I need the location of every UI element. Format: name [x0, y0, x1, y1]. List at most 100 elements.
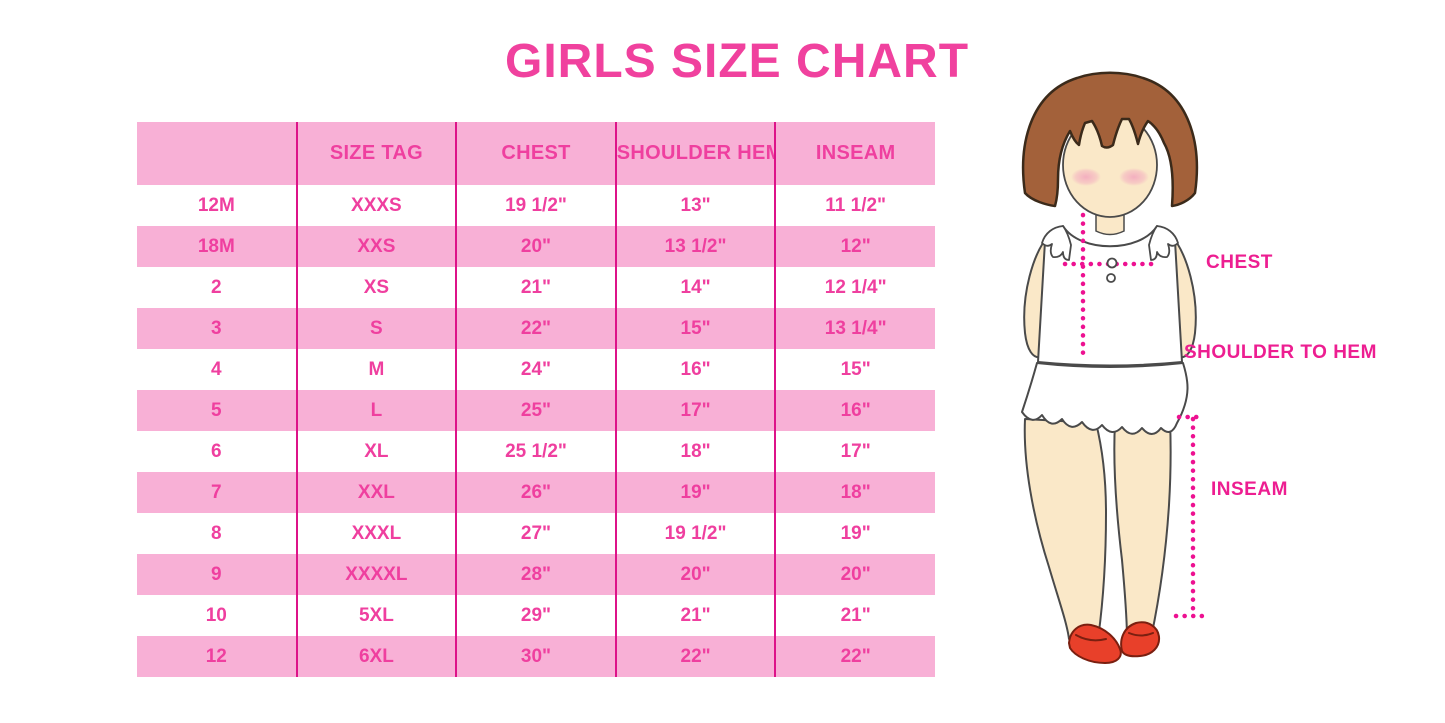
size-cell: 18M	[137, 226, 297, 267]
inseam-label: INSEAM	[1211, 479, 1288, 500]
size-cell: 3	[137, 308, 297, 349]
size-cell: 6XL	[295, 636, 457, 677]
table-row: 3 S 22" 15" 13 1/4"	[137, 308, 935, 349]
table-row: 12 6XL 30" 22" 22"	[137, 636, 935, 677]
size-cell: 16"	[614, 349, 776, 390]
table-row: 9 XXXXL 28" 20" 20"	[137, 554, 935, 595]
size-cell: 7	[137, 472, 297, 513]
table-row: 10 5XL 29" 21" 21"	[137, 595, 935, 636]
header-cell-inseam: INSEAM	[774, 122, 935, 185]
size-cell: 26"	[455, 472, 616, 513]
size-cell: 21"	[455, 267, 616, 308]
measurement-figure: CHEST SHOULDER TO HEM INSEAM	[985, 55, 1445, 723]
top-button	[1106, 257, 1118, 269]
size-cell: 25"	[455, 390, 616, 431]
size-cell: 6	[137, 431, 297, 472]
size-cell: 24"	[455, 349, 616, 390]
table-row: 12M XXXS 19 1/2" 13" 11 1/2"	[137, 185, 935, 226]
size-cell: 18"	[614, 431, 776, 472]
size-cell: 19"	[774, 513, 935, 554]
size-cell: 12"	[774, 226, 935, 267]
size-cell: 20"	[455, 226, 616, 267]
size-cell: 28"	[455, 554, 616, 595]
table-row: 4 M 24" 16" 15"	[137, 349, 935, 390]
left-shoe-strap	[1075, 634, 1107, 642]
girl-illustration	[1021, 71, 1207, 664]
right-blush	[1119, 168, 1149, 186]
header-cell-size-tag: SIZE TAG	[295, 122, 457, 185]
size-table-body: 12M XXXS 19 1/2" 13" 11 1/2" 18M XXS 20" 13 1/2"…	[137, 185, 935, 677]
table-row: 5 L 25" 17" 16"	[137, 390, 935, 431]
right-shoulder-ruffle	[1148, 225, 1179, 261]
shoulder-to-hem-label: SHOULDER TO HEM	[1184, 342, 1377, 363]
size-cell: 19 1/2"	[614, 513, 776, 554]
table-row: 2 XS 21" 14" 12 1/4"	[137, 267, 935, 308]
left-shoulder-ruffle	[1041, 225, 1072, 261]
size-cell: L	[295, 390, 457, 431]
size-cell: 10	[137, 595, 297, 636]
right-leg	[1113, 419, 1172, 640]
size-cell: 2	[137, 267, 297, 308]
size-cell: 22"	[774, 636, 935, 677]
size-cell: 21"	[774, 595, 935, 636]
size-cell: 20"	[774, 554, 935, 595]
left-shoe	[1068, 623, 1122, 664]
size-cell: XXXS	[295, 185, 457, 226]
size-cell: 19 1/2"	[455, 185, 616, 226]
size-cell: 15"	[614, 308, 776, 349]
bottom-button	[1106, 273, 1116, 283]
size-table-header: SIZE TAG CHEST SHOULDER HEM INSEAM	[137, 122, 935, 185]
size-table: SIZE TAG CHEST SHOULDER HEM INSEAM 12M XX…	[137, 122, 935, 677]
size-cell: 13"	[614, 185, 776, 226]
size-cell: 17"	[774, 431, 935, 472]
right-shoe	[1120, 621, 1161, 658]
size-cell: S	[295, 308, 457, 349]
size-cell: 22"	[455, 308, 616, 349]
size-cell: 22"	[614, 636, 776, 677]
size-cell: 9	[137, 554, 297, 595]
size-cell: 19"	[614, 472, 776, 513]
size-cell: 13 1/4"	[774, 308, 935, 349]
size-cell: 14"	[614, 267, 776, 308]
size-cell: 12	[137, 636, 297, 677]
size-cell: 25 1/2"	[455, 431, 616, 472]
bodice	[1037, 225, 1183, 367]
size-cell: XXXL	[295, 513, 457, 554]
size-cell: 21"	[614, 595, 776, 636]
size-cell: 27"	[455, 513, 616, 554]
size-cell: 5	[137, 390, 297, 431]
size-cell: 12 1/4"	[774, 267, 935, 308]
hair	[1021, 71, 1199, 208]
size-cell: 4	[137, 349, 297, 390]
chest-label: CHEST	[1206, 252, 1273, 273]
size-cell: 16"	[774, 390, 935, 431]
size-cell: 13 1/2"	[614, 226, 776, 267]
size-cell: 18"	[774, 472, 935, 513]
skirt	[1021, 362, 1189, 435]
header-cell-blank	[137, 122, 297, 185]
page-title: GIRLS SIZE CHART	[505, 35, 970, 88]
right-shoe-strap	[1128, 632, 1154, 637]
table-row: 6 XL 25 1/2" 18" 17"	[137, 431, 935, 472]
size-cell: M	[295, 349, 457, 390]
header-row: SIZE TAG CHEST SHOULDER HEM INSEAM	[137, 122, 935, 185]
left-blush	[1071, 168, 1101, 186]
size-cell: 29"	[455, 595, 616, 636]
header-cell-shoulder-hem: SHOULDER HEM	[614, 122, 776, 185]
size-cell: XXL	[295, 472, 457, 513]
size-cell: 8	[137, 513, 297, 554]
left-leg	[1023, 418, 1107, 640]
table-row: 7 XXL 26" 19" 18"	[137, 472, 935, 513]
size-cell: 15"	[774, 349, 935, 390]
header-cell-chest: CHEST	[455, 122, 616, 185]
size-cell: 30"	[455, 636, 616, 677]
size-cell: 12M	[137, 185, 297, 226]
size-cell: XL	[295, 431, 457, 472]
size-cell: 5XL	[295, 595, 457, 636]
table-row: 8 XXXL 27" 19 1/2" 19"	[137, 513, 935, 554]
size-cell: 20"	[614, 554, 776, 595]
size-cell: XXXXL	[295, 554, 457, 595]
table-row: 18M XXS 20" 13 1/2" 12"	[137, 226, 935, 267]
size-cell: 17"	[614, 390, 776, 431]
